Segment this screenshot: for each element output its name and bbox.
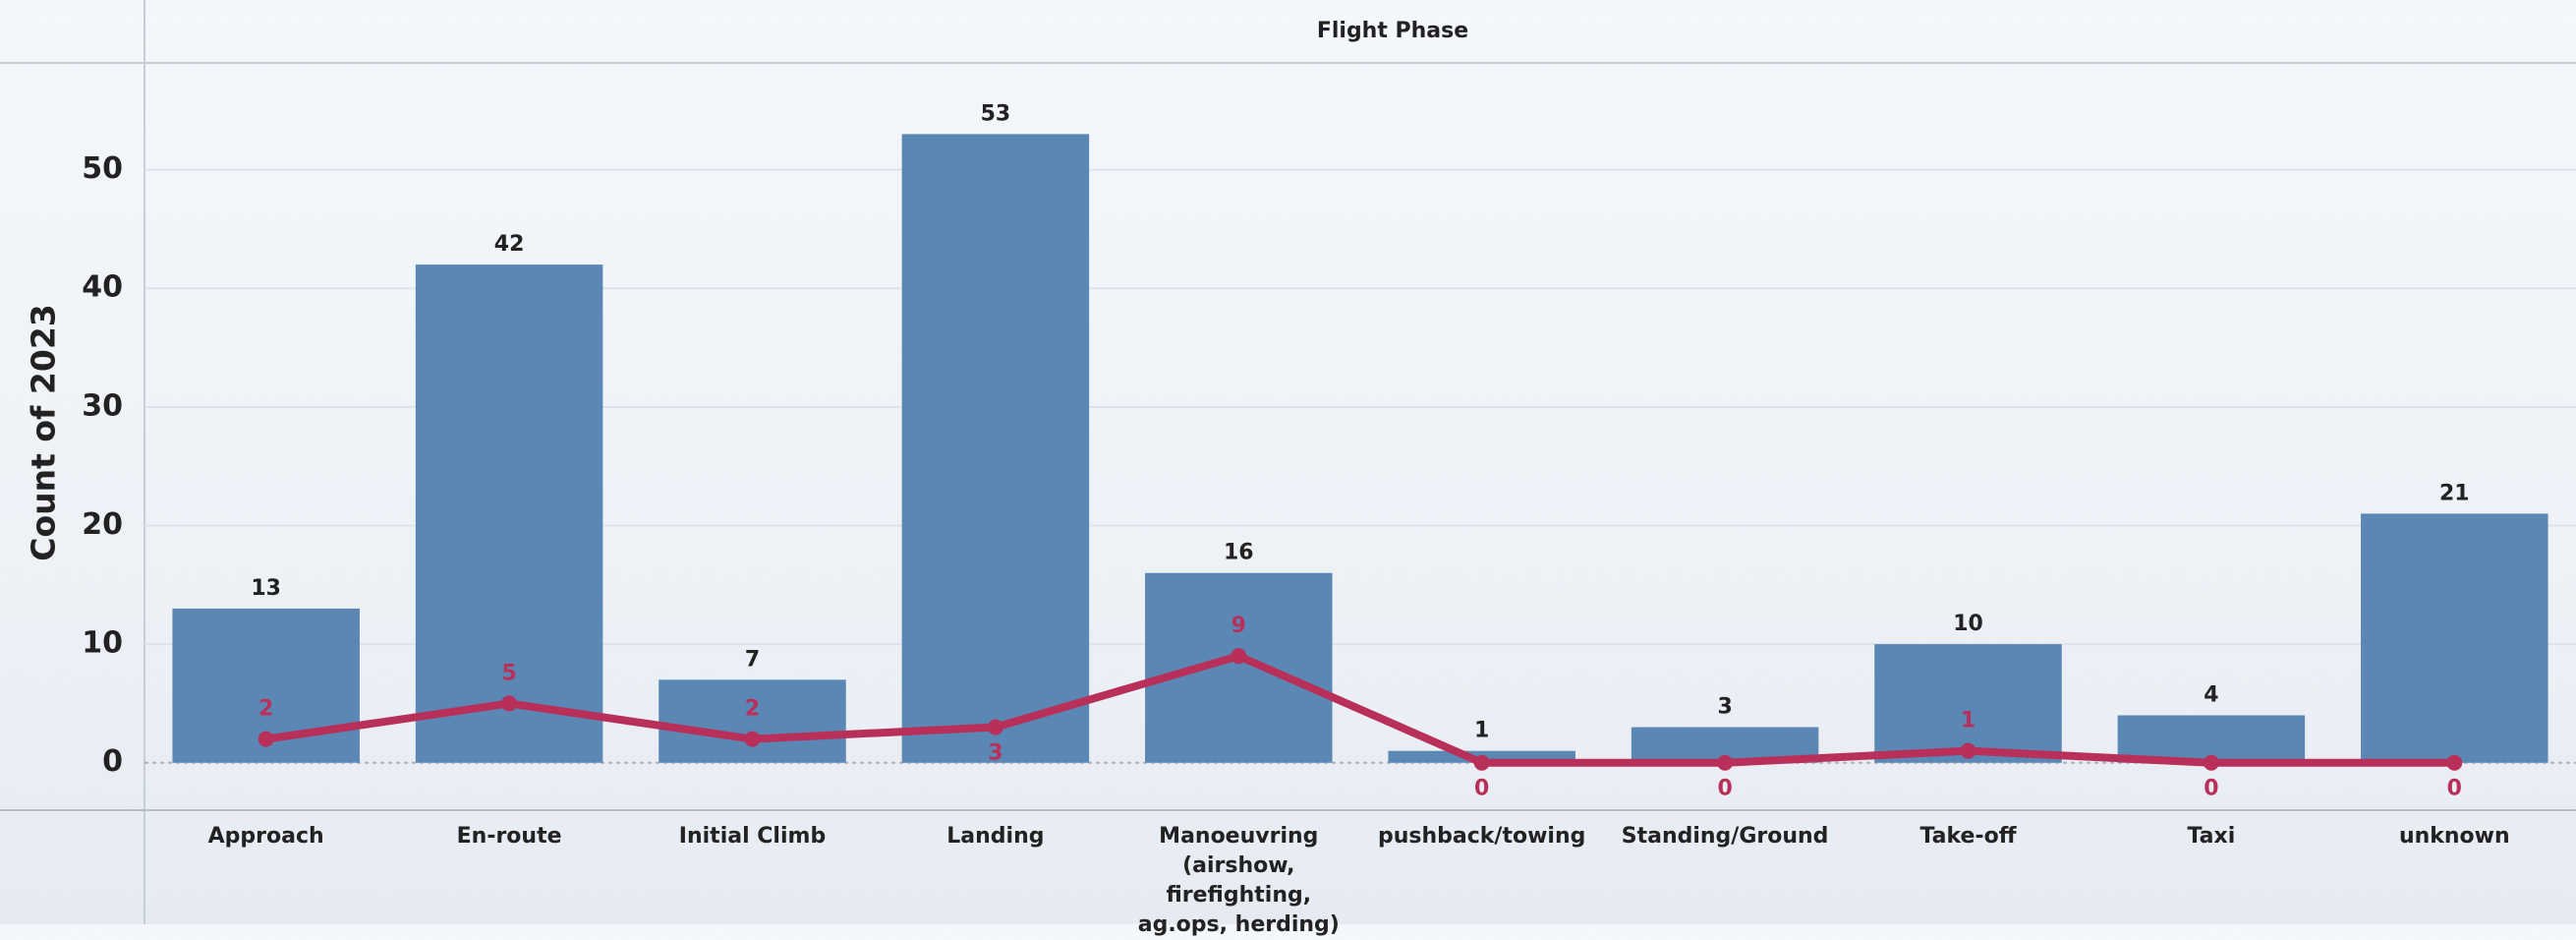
bar-value-label: 3 (1717, 695, 1732, 720)
x-tick-label: En-route (456, 824, 562, 849)
line-point (1231, 648, 1247, 665)
line-value-label: 0 (2204, 777, 2218, 801)
line-point (501, 695, 518, 712)
bar (2117, 715, 2306, 763)
bar-value-label: 7 (745, 647, 760, 672)
y-tick-label: 30 (82, 388, 123, 423)
line-value-label: 2 (745, 697, 760, 722)
x-tick-label: Taxi (2187, 824, 2236, 849)
x-tick-label: Approach (207, 824, 324, 849)
bar-value-label: 10 (1953, 612, 1983, 636)
line-value-label: 2 (258, 697, 273, 722)
line-point (2446, 754, 2463, 771)
bar-value-label: 4 (2204, 682, 2218, 707)
line-value-label: 9 (1231, 614, 1246, 638)
line-point (1473, 754, 1490, 771)
line-value-label: 1 (1961, 709, 1975, 734)
line-point (1960, 742, 1976, 759)
y-tick-label: 10 (82, 626, 123, 661)
bar (1145, 572, 1333, 763)
x-tick-label: pushback/towing (1378, 824, 1586, 849)
x-tick-label: Standing/Ground (1621, 824, 1829, 849)
y-tick-label: 0 (102, 744, 123, 779)
line-point (2203, 754, 2219, 771)
x-tick-label: Manoeuvring (airshow, firefighting, ag.o… (1137, 824, 1340, 937)
bar (1874, 644, 2062, 763)
bar-value-label: 1 (1474, 719, 1489, 743)
line-value-label: 0 (1474, 777, 1489, 801)
bar-value-label: 21 (2439, 481, 2470, 505)
line-point (744, 731, 761, 747)
bar-value-label: 42 (494, 232, 525, 257)
line-value-label: 5 (501, 661, 516, 685)
x-tick-label: Initial Climb (678, 824, 827, 849)
header: Flight Phase (1317, 19, 1468, 43)
bar-value-label: 53 (981, 101, 1011, 126)
y-tick-label: 40 (82, 270, 123, 305)
x-tick-label: unknown (2398, 824, 2510, 849)
line (265, 652, 2455, 767)
line-value-label: 3 (988, 741, 1002, 766)
bar (901, 134, 1090, 763)
line-value-label: 0 (1717, 777, 1732, 801)
y-tick-label: 50 (82, 151, 123, 186)
line-value-label: 0 (2447, 777, 2462, 801)
x-tick-label: Landing (946, 824, 1045, 849)
line-point (987, 719, 1003, 735)
bar (415, 264, 603, 763)
y-axis-label: Count of 2023 (25, 304, 63, 561)
bar (2361, 513, 2548, 763)
x-tick-label: Take-off (1919, 824, 2017, 849)
bar (658, 679, 846, 763)
y-tick-label: 20 (82, 507, 123, 542)
bar-value-label: 16 (1224, 541, 1254, 565)
line-point (258, 731, 274, 747)
bar-value-label: 13 (251, 576, 281, 601)
line-point (1717, 754, 1734, 771)
